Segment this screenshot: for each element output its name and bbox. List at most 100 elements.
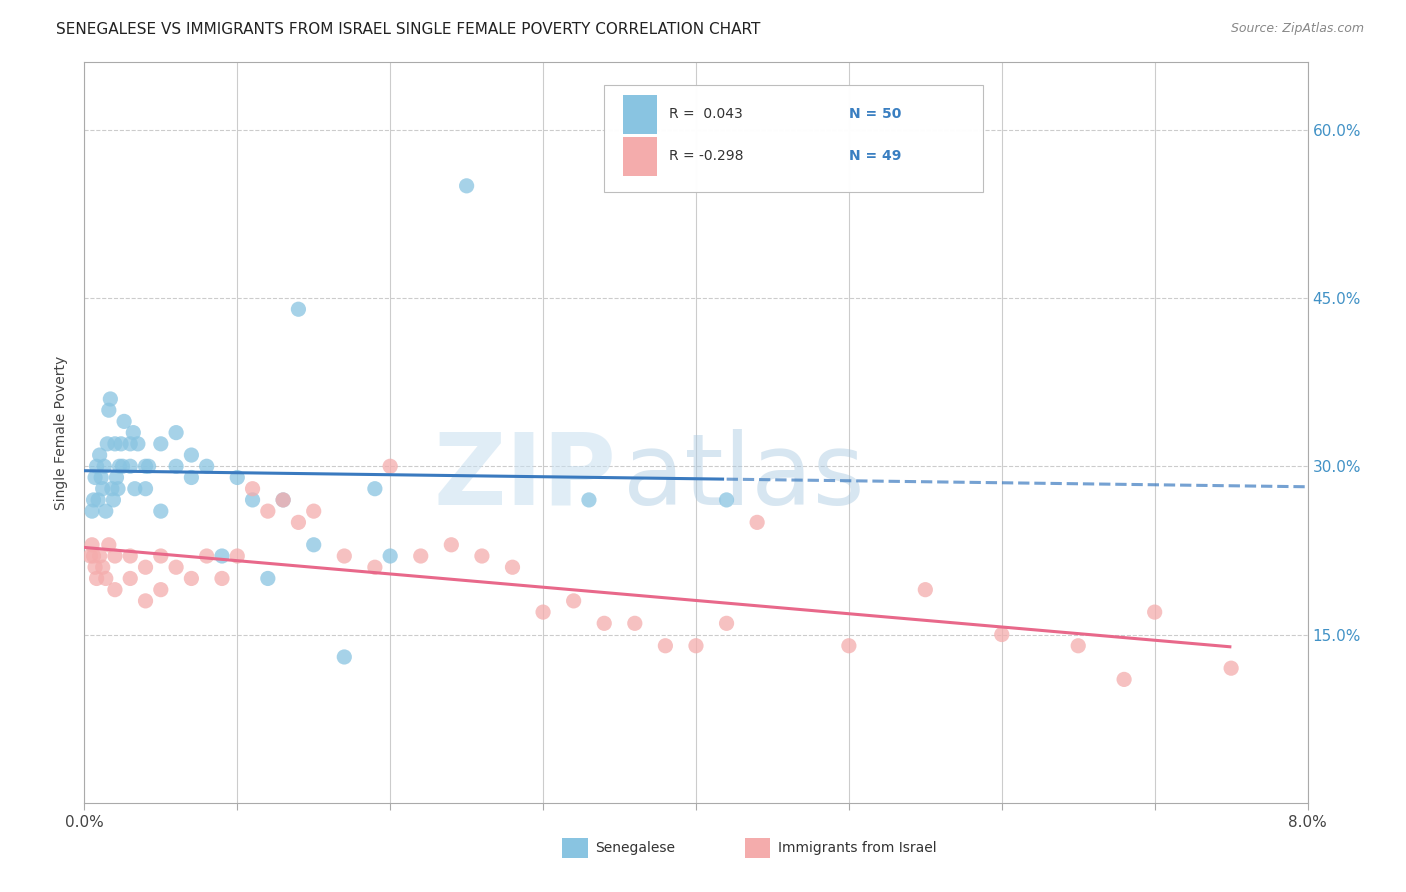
Point <box>409 549 432 563</box>
Point <box>120 459 142 474</box>
Text: Immigrants from Israel: Immigrants from Israel <box>778 841 936 855</box>
Point <box>226 549 249 563</box>
Point <box>838 639 860 653</box>
Text: R = -0.298: R = -0.298 <box>669 150 744 163</box>
Point <box>107 482 129 496</box>
Point <box>364 482 387 496</box>
Point <box>84 560 107 574</box>
Point <box>1143 605 1166 619</box>
Point <box>211 549 233 563</box>
Point <box>333 650 356 665</box>
Point <box>86 459 108 474</box>
Point <box>97 538 120 552</box>
Point <box>440 538 463 552</box>
Point <box>380 549 402 563</box>
Point <box>165 425 187 440</box>
Point <box>456 178 478 193</box>
FancyBboxPatch shape <box>623 95 657 134</box>
Point <box>257 504 280 518</box>
Point <box>165 459 187 474</box>
Point <box>180 571 202 585</box>
Point <box>89 448 111 462</box>
Point <box>333 549 356 563</box>
Point <box>380 459 402 474</box>
Point <box>149 582 172 597</box>
Point <box>562 594 585 608</box>
Point <box>914 582 936 597</box>
Point <box>180 448 202 462</box>
Point <box>124 482 146 496</box>
Point <box>103 492 125 507</box>
FancyBboxPatch shape <box>605 85 983 192</box>
Point <box>242 482 264 496</box>
Point <box>195 459 218 474</box>
Point <box>502 560 524 574</box>
Point <box>97 403 120 417</box>
Point <box>685 639 707 653</box>
Point <box>120 571 142 585</box>
Point <box>135 482 157 496</box>
Text: atlas: atlas <box>623 428 865 525</box>
Point <box>101 482 124 496</box>
Y-axis label: Single Female Poverty: Single Female Poverty <box>55 356 69 509</box>
Point <box>93 459 115 474</box>
Point <box>180 470 202 484</box>
Point <box>135 594 157 608</box>
Point <box>94 571 117 585</box>
FancyBboxPatch shape <box>623 137 657 176</box>
Point <box>83 492 105 507</box>
Point <box>135 560 157 574</box>
Point <box>991 627 1014 641</box>
Point <box>104 437 127 451</box>
Point <box>108 459 131 474</box>
Point <box>624 616 647 631</box>
Point <box>654 639 676 653</box>
Point <box>84 470 107 484</box>
Point <box>138 459 160 474</box>
Point <box>747 516 769 530</box>
Point <box>287 516 309 530</box>
Point <box>83 549 105 563</box>
Point <box>112 414 135 428</box>
Point <box>110 437 132 451</box>
Point <box>165 560 187 574</box>
Point <box>195 549 218 563</box>
Point <box>90 470 112 484</box>
Text: Source: ZipAtlas.com: Source: ZipAtlas.com <box>1230 22 1364 36</box>
Point <box>80 504 103 518</box>
Point <box>120 549 142 563</box>
Point <box>104 549 127 563</box>
Point <box>96 437 118 451</box>
Point <box>79 549 101 563</box>
Point <box>1114 673 1136 687</box>
Point <box>593 616 616 631</box>
Point <box>120 437 142 451</box>
Point <box>271 492 294 507</box>
Point <box>302 538 325 552</box>
Text: R =  0.043: R = 0.043 <box>669 107 742 121</box>
Point <box>716 492 738 507</box>
Text: SENEGALESE VS IMMIGRANTS FROM ISRAEL SINGLE FEMALE POVERTY CORRELATION CHART: SENEGALESE VS IMMIGRANTS FROM ISRAEL SIN… <box>56 22 761 37</box>
Point <box>1067 639 1090 653</box>
Point <box>122 425 145 440</box>
Point <box>91 560 114 574</box>
Text: Senegalese: Senegalese <box>595 841 675 855</box>
Point <box>111 459 134 474</box>
Text: N = 50: N = 50 <box>849 107 901 121</box>
Point <box>80 538 103 552</box>
Text: N = 49: N = 49 <box>849 150 901 163</box>
Point <box>302 504 325 518</box>
Text: ZIP: ZIP <box>433 428 616 525</box>
Point <box>91 482 114 496</box>
Point <box>149 549 172 563</box>
Point <box>127 437 149 451</box>
Point <box>257 571 280 585</box>
Point <box>87 492 110 507</box>
Point <box>1220 661 1243 675</box>
Point <box>149 437 172 451</box>
Point <box>98 392 121 406</box>
Point <box>471 549 494 563</box>
Point <box>149 504 172 518</box>
Point <box>135 459 157 474</box>
Point <box>86 571 108 585</box>
